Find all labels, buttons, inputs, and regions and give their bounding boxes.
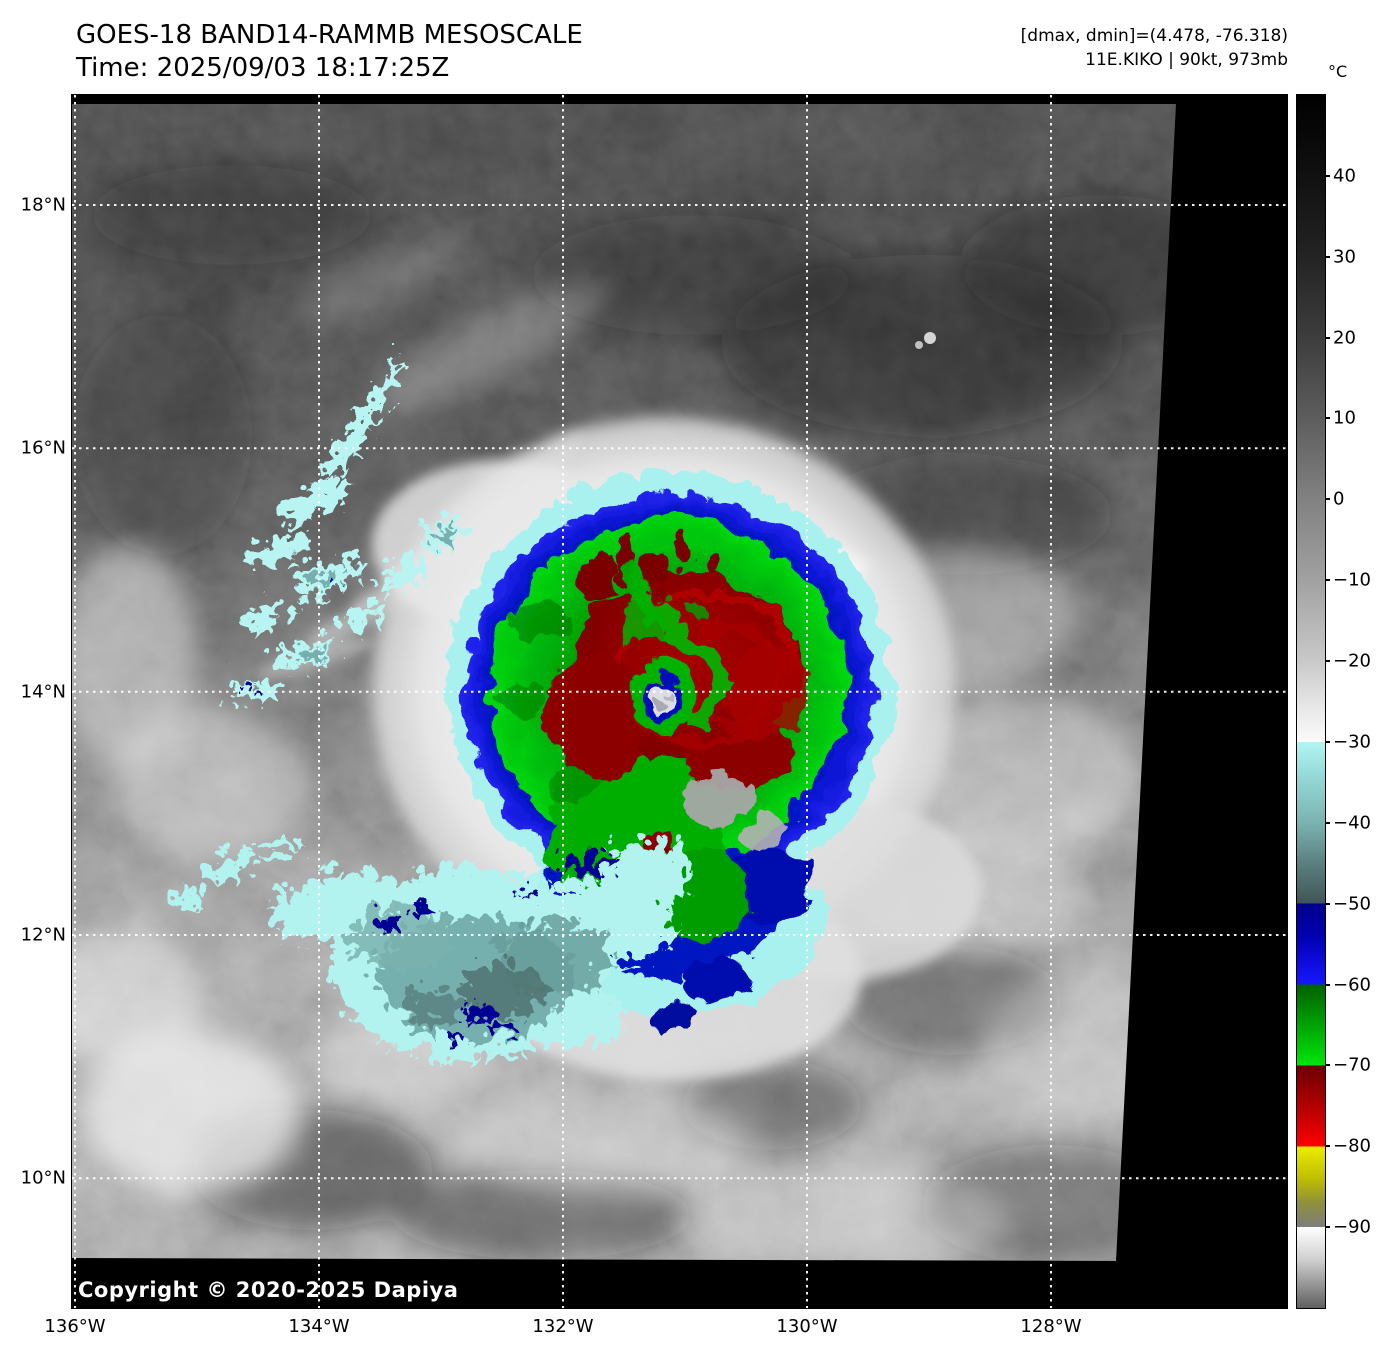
colorbar-tickmark (1325, 255, 1330, 258)
colorbar-tickmark (1325, 821, 1330, 824)
colorbar-tick-label: 30 (1333, 246, 1356, 268)
lat-tick-label: 18°N (20, 194, 66, 216)
colorbar-tick-label: −30 (1333, 731, 1371, 753)
satellite-image (72, 95, 1287, 1308)
colorbar-tick-label: −60 (1333, 974, 1371, 996)
colorbar-tickmark (1325, 417, 1330, 420)
colorbar-tickmark (1325, 336, 1330, 339)
timestamp: Time: 2025/09/03 18:17:25Z (76, 53, 450, 83)
lat-tick-label: 10°N (20, 1167, 66, 1189)
cold-fragments-west (219, 351, 460, 693)
colorbar-tickmark (1325, 660, 1330, 663)
colorbar-tick-label: 10 (1333, 407, 1356, 429)
map-panel: Copyright © 2020-2025 Dapiya (71, 94, 1288, 1309)
lon-tick-label: 128°W (1020, 1316, 1082, 1337)
colorbar-tick-label: 0 (1333, 488, 1345, 510)
colorbar-tick-label: −70 (1333, 1054, 1371, 1076)
colorbar-tick-label: −10 (1333, 569, 1371, 591)
satellite-data-region (72, 104, 1176, 1261)
colorbar-tick-label: −90 (1333, 1216, 1371, 1238)
colorbar-tick-label: −50 (1333, 893, 1371, 915)
small-bright-cell (924, 332, 936, 344)
copyright-label: Copyright © 2020-2025 Dapiya (78, 1278, 459, 1302)
lon-tick-label: 132°W (532, 1316, 594, 1337)
hurricane-eye (622, 659, 690, 727)
bright-cloud-patches (72, 236, 1176, 1261)
colorbar-tick-label: −20 (1333, 650, 1371, 672)
hurricane-core (440, 467, 888, 1025)
dry-slot (676, 764, 748, 822)
lon-tick-label: 134°W (288, 1316, 350, 1337)
colorbar-tickmark (1325, 740, 1330, 743)
colorbar-tickmark (1325, 498, 1330, 501)
lon-tick-label: 136°W (44, 1316, 106, 1337)
colorbar-tickmark (1325, 1064, 1330, 1067)
lat-tick-label: 12°N (20, 924, 66, 946)
colorbar-tick-label: 40 (1333, 165, 1356, 187)
colorbar-unit-label: °C (1328, 62, 1348, 81)
colorbar-tickmark (1325, 902, 1330, 905)
lon-tick-label: 130°W (776, 1316, 838, 1337)
colorbar-tickmark (1325, 174, 1330, 177)
colorbar-tickmark (1325, 1145, 1330, 1148)
colorbar-tick-label: 20 (1333, 327, 1356, 349)
colorbar-tick-label: −80 (1333, 1135, 1371, 1157)
colorbar-tickmark (1325, 983, 1330, 986)
page-title: GOES-18 BAND14-RAMMB MESOSCALE (76, 20, 583, 50)
lat-tick-label: 14°N (20, 681, 66, 703)
colorbar-tickmark (1325, 579, 1330, 582)
data-range-annotation: [dmax, dmin]=(4.478, -76.318) (1020, 26, 1288, 46)
storm-info-annotation: 11E.KIKO | 90kt, 973mb (1085, 50, 1288, 70)
colorbar-tick-label: −40 (1333, 812, 1371, 834)
lat-tick-label: 16°N (20, 437, 66, 459)
small-bright-cell (915, 341, 923, 349)
colorbar-tickmark (1325, 1226, 1330, 1229)
colorbar (1296, 94, 1326, 1309)
